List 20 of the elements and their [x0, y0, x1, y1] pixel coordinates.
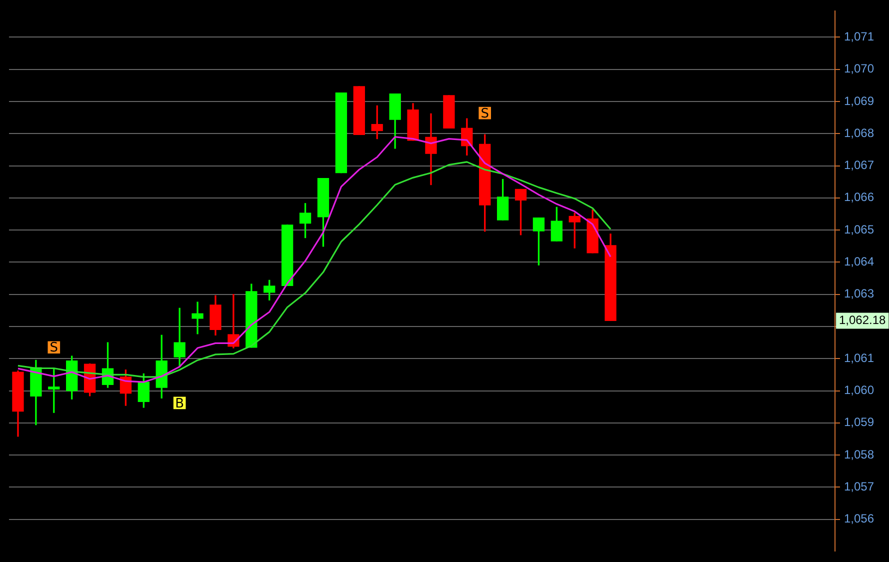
y-tick-label: 1,057: [844, 479, 874, 494]
y-tick-label: 1,060: [844, 383, 874, 398]
y-tick-label: 1,070: [844, 62, 874, 76]
y-tick-label: 1,063: [844, 286, 874, 301]
y-tick-label: 1,066: [844, 190, 874, 204]
y-tick-label: 1,056: [844, 512, 874, 526]
y-tick-label: 1,068: [844, 126, 874, 140]
y-tick-label: 1,064: [844, 254, 874, 269]
y-tick-label: 1,061: [844, 350, 874, 365]
data-label: S: [50, 340, 58, 356]
y-tick-label: 1,065: [844, 222, 874, 236]
text: 1,062.18: [839, 313, 886, 328]
y-tick-label: 1,059: [844, 415, 874, 430]
candlestick: [192, 302, 204, 334]
y-tick-label: 1,058: [844, 447, 874, 462]
y-tick-label: 1,069: [844, 94, 874, 108]
data-label: B: [175, 396, 184, 412]
y-tick-label: 1,067: [844, 158, 874, 172]
y-tick-label: 1,071: [844, 30, 874, 44]
data-label: S: [480, 106, 489, 122]
